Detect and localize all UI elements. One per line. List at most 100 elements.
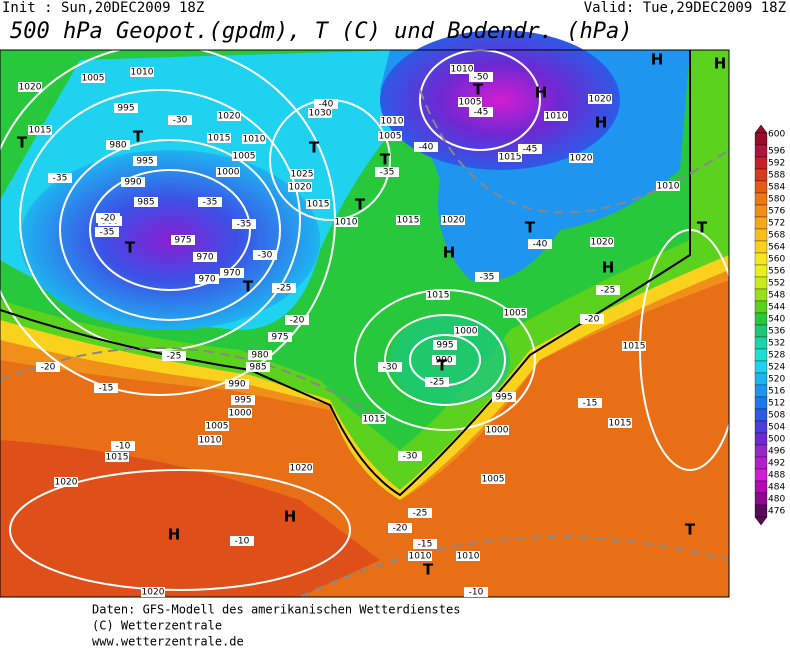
label-box [481, 474, 505, 484]
contour-label: -25 [167, 352, 182, 362]
contour-label: -45 [523, 145, 538, 155]
label-box [168, 115, 192, 125]
contour-label: -20 [393, 524, 408, 534]
label-box [475, 272, 499, 282]
contour-label: 1020 [55, 478, 78, 488]
label-box [408, 508, 432, 518]
contour-label: -10 [235, 537, 250, 547]
label-box [28, 125, 52, 135]
contour-label: 1025 [291, 170, 314, 180]
colorbar-label: 480 [768, 495, 785, 505]
footer-line: (C) Wetterzentrale [92, 619, 222, 633]
contour-label: 1010 [457, 552, 480, 562]
contour-label: 1010 [545, 112, 568, 122]
contour-label: 1000 [229, 409, 252, 419]
colorbar-label: 576 [768, 207, 785, 217]
contour-label: -35 [203, 198, 218, 208]
contour-label: 1000 [486, 426, 509, 436]
colorbar-swatch [754, 444, 768, 458]
contour-label: 995 [136, 157, 153, 167]
colorbar-swatch [754, 228, 768, 242]
contour-label: 1015 [363, 415, 386, 425]
contour-label: 1005 [233, 152, 256, 162]
contour-label: 1020 [290, 464, 313, 474]
contour-label: 1005 [482, 475, 505, 485]
label-box [458, 97, 482, 107]
label-box [141, 587, 165, 597]
label-box [306, 199, 330, 209]
contour-label: -20 [290, 316, 305, 326]
contour-label: -25 [413, 509, 428, 519]
contour-label: 985 [137, 198, 154, 208]
label-box [314, 99, 338, 109]
pressure-center: T [355, 196, 366, 214]
colorbar-swatch [754, 264, 768, 278]
contour-label: 1010 [199, 436, 222, 446]
colorbar-label: 484 [768, 483, 785, 493]
label-box [106, 140, 130, 150]
label-box [171, 235, 195, 245]
label-box [18, 82, 42, 92]
label-box [413, 539, 437, 549]
contour-label: 1020 [289, 183, 312, 193]
label-box [94, 383, 118, 393]
pressure-center: H [651, 51, 664, 69]
label-box [253, 250, 277, 260]
label-box [130, 67, 154, 77]
colorbar-label: 524 [768, 363, 785, 373]
contour-label: -45 [474, 108, 489, 118]
label-box [248, 350, 272, 360]
label-box [290, 169, 314, 179]
contour-label: 1020 [142, 588, 165, 598]
contour-label: 1020 [218, 112, 241, 122]
label-box [95, 227, 119, 237]
label-box [396, 215, 420, 225]
colorbar-swatch [754, 252, 768, 266]
label-box [450, 64, 474, 74]
label-box [378, 131, 402, 141]
label-box [232, 219, 256, 229]
label-box [456, 551, 480, 561]
contour-label: 985 [249, 363, 266, 373]
colorbar-label: 580 [768, 195, 785, 205]
label-box [528, 239, 552, 249]
colorbar-swatch [754, 180, 768, 194]
contour-label: 970 [198, 275, 215, 285]
colorbar-swatch [754, 420, 768, 434]
contour-label: -20 [585, 315, 600, 325]
label-box [308, 108, 332, 118]
contour-label: 995 [436, 341, 453, 351]
colorbar-swatch [754, 240, 768, 254]
pressure-center: T [17, 134, 28, 152]
label-box [578, 398, 602, 408]
label-box [454, 326, 478, 336]
colorbar-label: 556 [768, 267, 785, 277]
colorbar-label: 536 [768, 327, 785, 337]
contour-label: 975 [174, 236, 191, 246]
contour-label: -35 [380, 168, 395, 178]
contour-label: 1015 [427, 291, 450, 301]
label-box [216, 167, 240, 177]
label-box [503, 308, 527, 318]
colorbar-swatch [754, 192, 768, 206]
label-box [111, 441, 135, 451]
colorbar-label: 488 [768, 471, 785, 481]
contour-label: 1030 [309, 109, 332, 119]
colorbar-label: 552 [768, 279, 785, 289]
label-box [588, 94, 612, 104]
contour-label: 1010 [657, 182, 680, 192]
label-box [544, 111, 568, 121]
contour-label: 975 [271, 333, 288, 343]
contour-label: 1005 [206, 422, 229, 432]
label-box [432, 355, 456, 365]
colorbar-swatch [754, 144, 768, 158]
contour-label: -35 [237, 220, 252, 230]
colorbar-label: 596 [768, 147, 785, 157]
pressure-center: H [284, 508, 297, 526]
label-box [408, 551, 432, 561]
pressure-center: T [133, 128, 144, 146]
label-box [198, 435, 222, 445]
label-box [230, 536, 254, 546]
label-box [590, 237, 614, 247]
label-box [96, 213, 120, 223]
